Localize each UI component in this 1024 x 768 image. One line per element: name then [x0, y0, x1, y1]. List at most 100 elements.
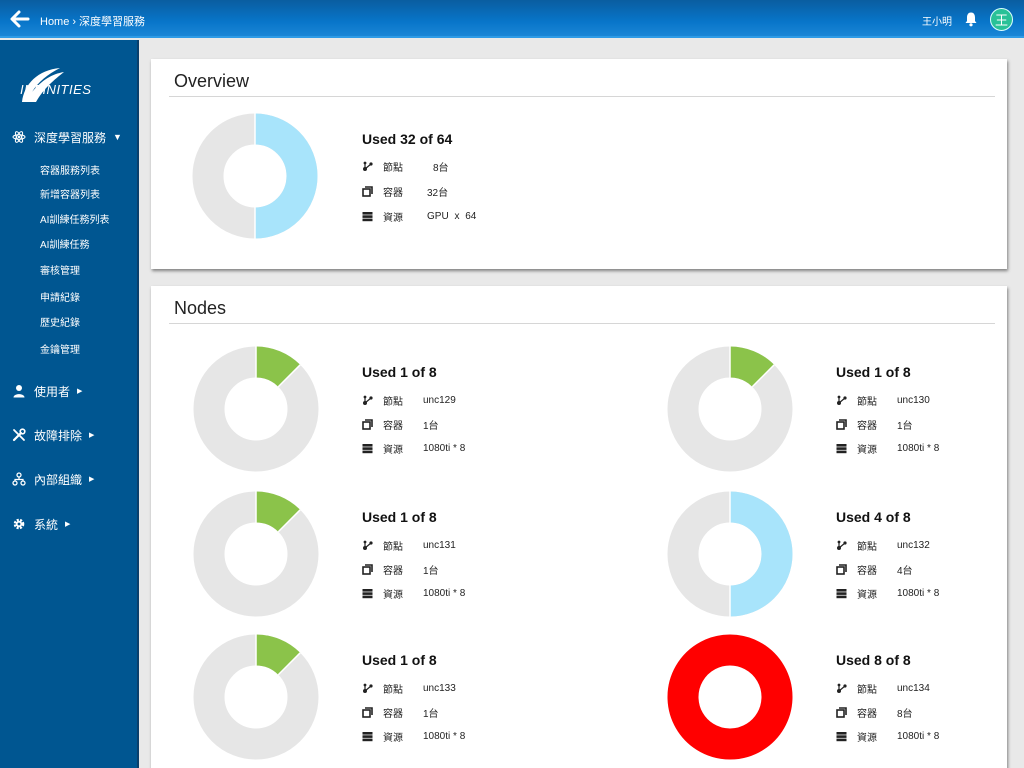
overview-container-value: 32台 — [427, 188, 449, 199]
node-resource-row: 資源 1080ti * 8 — [836, 729, 939, 744]
sidebar-item-ai-training[interactable]: AI訓練任務 — [40, 240, 90, 251]
node-container-row: 容器 1台 — [362, 417, 439, 432]
node-resource-row: 資源 1080ti * 8 — [836, 441, 939, 456]
nodes-card: Nodes Used 1 of 8 節點 unc129 容器 1台 資源 1080ti * … — [151, 286, 1007, 768]
node-used-text: Used 1 of 8 — [836, 364, 911, 380]
container-icon — [836, 707, 847, 718]
logo-text: INFINITIES — [20, 82, 92, 97]
resource-label: 資源 — [383, 213, 403, 224]
sidebar-section-organization[interactable]: 內部組織 ▶ — [12, 470, 94, 488]
node-resource-value: 1080ti * 8 — [897, 731, 940, 742]
server-icon — [362, 444, 373, 454]
donut-slice-separator — [751, 364, 775, 388]
container-label: 容器 — [383, 709, 403, 720]
sidebar-item-history[interactable]: 歷史紀錄 — [40, 318, 80, 329]
resource-label: 資源 — [383, 590, 403, 601]
caret-right-icon: ▶ — [89, 432, 95, 439]
resource-label: 資源 — [857, 733, 877, 744]
sidebar-section-system[interactable]: 系統 ▶ — [12, 515, 70, 533]
node-node-value: unc129 — [423, 395, 456, 406]
breadcrumb-separator: › — [72, 16, 77, 28]
overview-container-row: 容器 32台 — [362, 184, 448, 199]
sidebar-item-ai-training-list[interactable]: AI訓練任務列表 — [40, 215, 110, 226]
node-resource-row: 資源 1080ti * 8 — [836, 586, 939, 601]
breadcrumb-home[interactable]: Home — [40, 16, 70, 28]
tools-icon — [12, 428, 26, 442]
node-node-value: unc133 — [423, 683, 456, 694]
sidebar-item-requests[interactable]: 申請紀錄 — [40, 293, 80, 304]
container-label: 容器 — [383, 188, 403, 199]
sidebar-section-label: 深度學習服務 — [34, 130, 107, 145]
node-label: 節點 — [383, 685, 403, 696]
node-usage-donut — [193, 634, 319, 760]
sidebar-section-label: 使用者 — [34, 384, 71, 399]
node-icon — [837, 683, 847, 693]
container-icon — [362, 707, 373, 718]
gear-icon — [13, 518, 25, 530]
node-node-row: 節點 unc133 — [362, 681, 456, 696]
container-label: 容器 — [857, 709, 877, 720]
username[interactable]: 王小明 — [922, 17, 952, 28]
node-node-row: 節點 unc131 — [362, 538, 456, 553]
sidebar-section-label: 故障排除 — [34, 428, 83, 443]
overview-node-value: 8台 — [433, 163, 449, 174]
sidebar-item-keys[interactable]: 金鑰管理 — [40, 345, 80, 356]
node-used-text: Used 8 of 8 — [836, 652, 911, 668]
node-container-value: 1台 — [423, 709, 439, 720]
sidebar-section-users[interactable]: 使用者 ▶ — [12, 382, 82, 400]
donut-used-slice — [729, 491, 793, 617]
node-node-row: 節點 unc132 — [836, 538, 930, 553]
node-resource-row: 資源 1080ti * 8 — [362, 441, 465, 456]
node-usage-donut — [193, 491, 319, 617]
container-icon — [362, 186, 373, 197]
node-label: 節點 — [857, 397, 877, 408]
donut-used-slice — [255, 634, 301, 676]
bell-icon[interactable] — [963, 11, 979, 27]
container-icon — [362, 419, 373, 430]
donut-used-slice — [255, 346, 301, 388]
node-container-value: 8台 — [897, 709, 913, 720]
back-arrow-icon[interactable] — [8, 8, 30, 30]
node-node-value: unc130 — [897, 395, 930, 406]
server-icon — [362, 212, 373, 222]
overview-resource-row: 資源 GPU x 64 — [362, 209, 476, 224]
node-container-value: 4台 — [897, 566, 913, 577]
overview-resource-value: GPU x 64 — [427, 211, 477, 222]
node-usage-donut — [667, 346, 793, 472]
node-container-row: 容器 8台 — [836, 705, 913, 720]
container-icon — [836, 564, 847, 575]
sidebar-item-container-list[interactable]: 容器服務列表 — [40, 166, 100, 177]
donut-used-slice — [255, 491, 301, 533]
sidebar-section-label: 內部組織 — [34, 472, 83, 487]
node-node-value: unc131 — [423, 540, 456, 551]
sidebar-section-troubleshoot[interactable]: 故障排除 ▶ — [12, 426, 94, 444]
node-node-row: 節點 unc130 — [836, 393, 930, 408]
node-container-row: 容器 1台 — [362, 562, 439, 577]
sidebar-item-new-container[interactable]: 新增容器列表 — [40, 190, 100, 201]
caret-right-icon: ▶ — [77, 388, 83, 395]
node-icon — [837, 395, 847, 405]
avatar[interactable]: 王 — [990, 8, 1013, 31]
infinities-logo-icon — [22, 68, 64, 102]
node-label: 節點 — [383, 542, 403, 553]
sidebar-item-review[interactable]: 審核管理 — [40, 266, 80, 277]
node-container-value: 1台 — [423, 421, 439, 432]
donut-slice-separator — [277, 652, 301, 676]
sidebar-section-deep-learning[interactable]: 深度學習服務 ▼ — [12, 128, 122, 146]
user-icon — [13, 385, 25, 398]
container-label: 容器 — [383, 566, 403, 577]
node-node-row: 節點 unc134 — [836, 681, 930, 696]
overview-usage-donut — [192, 113, 318, 239]
donut-slice-separator — [277, 364, 301, 388]
overview-used-text: Used 32 of 64 — [362, 131, 453, 147]
node-resource-row: 資源 1080ti * 8 — [362, 729, 465, 744]
node-resource-value: 1080ti * 8 — [897, 443, 940, 454]
node-icon — [363, 395, 373, 405]
node-label: 節點 — [383, 397, 403, 408]
server-icon — [836, 589, 847, 599]
node-resource-value: 1080ti * 8 — [423, 443, 466, 454]
donut-used-slice — [667, 634, 793, 760]
container-icon — [362, 564, 373, 575]
atom-icon — [12, 131, 26, 143]
breadcrumb-current[interactable]: 深度學習服務 — [79, 16, 146, 28]
